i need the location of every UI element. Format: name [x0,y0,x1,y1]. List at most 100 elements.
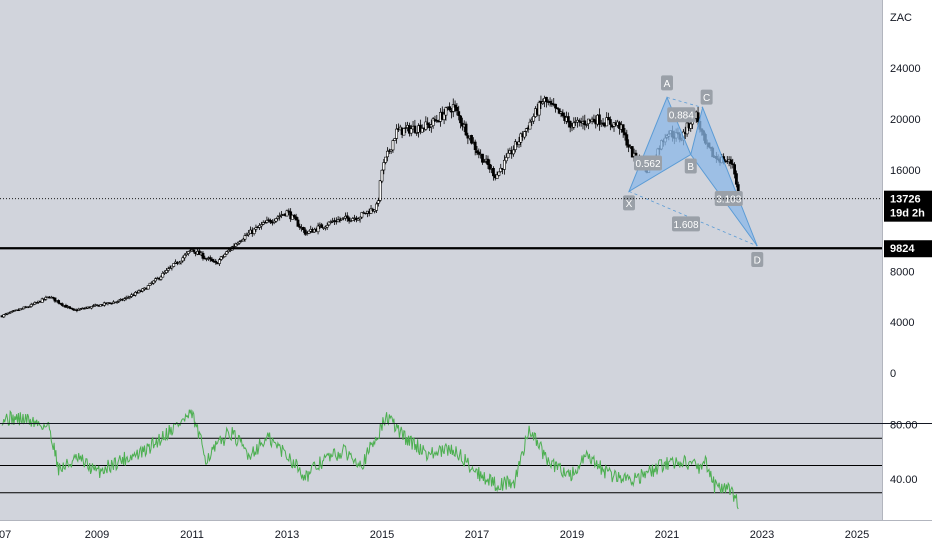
candle-body [274,218,278,222]
last-price-tag-text: 19d 2h [890,208,925,220]
candle-body [161,273,165,278]
candle-body [420,127,424,133]
candle-body [424,121,428,130]
y-tick-label: 24000 [890,63,921,75]
candle-body [123,298,126,301]
candle-body [386,150,389,158]
candle-body [625,134,629,146]
candle-body [583,120,587,126]
candle-body [243,235,247,240]
pattern-ratio-label: 0.884 [669,111,694,122]
candle-body [28,306,31,308]
candle-body [327,221,331,226]
candle-body [587,118,590,125]
candle-body [40,298,44,303]
candle-body [517,141,521,145]
pattern-point-label: A [664,79,671,90]
candle-body [71,308,75,311]
x-tick-label: 2023 [750,529,774,541]
candle-body [154,278,157,282]
candle-body [345,215,349,219]
x-tick-label: 2011 [180,529,204,541]
candle-body [735,173,738,185]
last-price-tag-text: 13726 [890,194,921,206]
candle-body [360,212,364,218]
candle-body [488,164,492,170]
candle-body [60,303,64,306]
candles [0,95,740,319]
candle-body [524,128,528,132]
candle-body [409,128,413,134]
candle-body [481,153,484,163]
candle-body [117,299,121,302]
candle-body [192,249,196,252]
harmonic-pattern[interactable]: X A B C D 0.884 0.562 1.608 3.103 [623,75,764,267]
candle-body [557,108,561,114]
candle-body [265,220,269,223]
candle-body [404,127,408,129]
candle-body [451,104,455,112]
candle-body [413,125,417,133]
x-tick-label: 2025 [845,529,869,541]
candle-body [292,214,296,218]
candle-body [356,218,360,221]
y-tick-label: 4000 [890,317,914,329]
pattern-point-badge [751,252,764,267]
plot-backgrounds [0,0,882,520]
candle-body [696,112,700,123]
candle-body [426,122,430,126]
candle-body [347,217,351,222]
candle-body [585,124,589,126]
candle-body [391,140,395,151]
candle-body [475,150,479,154]
price-lines[interactable] [0,198,882,250]
candle-body [431,118,435,126]
candle-body [598,114,601,125]
candle-body [254,227,258,230]
candle-body [358,216,362,220]
candle-body [627,144,631,148]
candle-body [470,134,473,144]
candle-body [513,141,517,150]
candle-body [258,225,261,228]
candle-body [351,218,355,222]
candle-body [201,252,205,259]
candle-body [630,146,634,158]
candle-body [453,104,457,108]
pattern-xd-line [628,191,758,247]
support-level-tag[interactable]: 9824 [884,240,932,258]
y-tick-label: 8000 [890,266,914,278]
pattern-ratio: 0.884 [667,107,696,123]
candle-body [519,133,523,143]
candle-body [269,220,272,223]
price-tags[interactable]: 13726 19d 2h 9824 [884,190,932,258]
candle-body [133,291,137,296]
candle-body [218,259,221,264]
candle-body [382,162,386,171]
candle-body [241,239,245,242]
candle-body [559,111,563,114]
candle-body [303,229,307,235]
last-price-tag[interactable]: 13726 19d 2h [884,190,932,222]
candle-body [689,123,693,129]
candle-body [464,123,468,136]
candle-body [57,300,61,304]
candle-body [537,101,541,116]
candle-body [141,288,145,292]
candle-body [459,115,462,124]
candle-body [79,308,82,310]
candle-body [68,306,71,309]
rsi-panel-background [0,423,882,520]
candle-body [376,200,380,204]
candle-body [236,242,240,245]
candle-body [340,217,344,220]
candle-body [210,259,214,262]
candle-body [512,149,515,155]
candle-body [492,168,495,177]
pattern-point-badge [623,195,635,211]
candle-body [278,215,282,218]
candle-body [384,156,388,163]
candle-body [302,227,305,231]
